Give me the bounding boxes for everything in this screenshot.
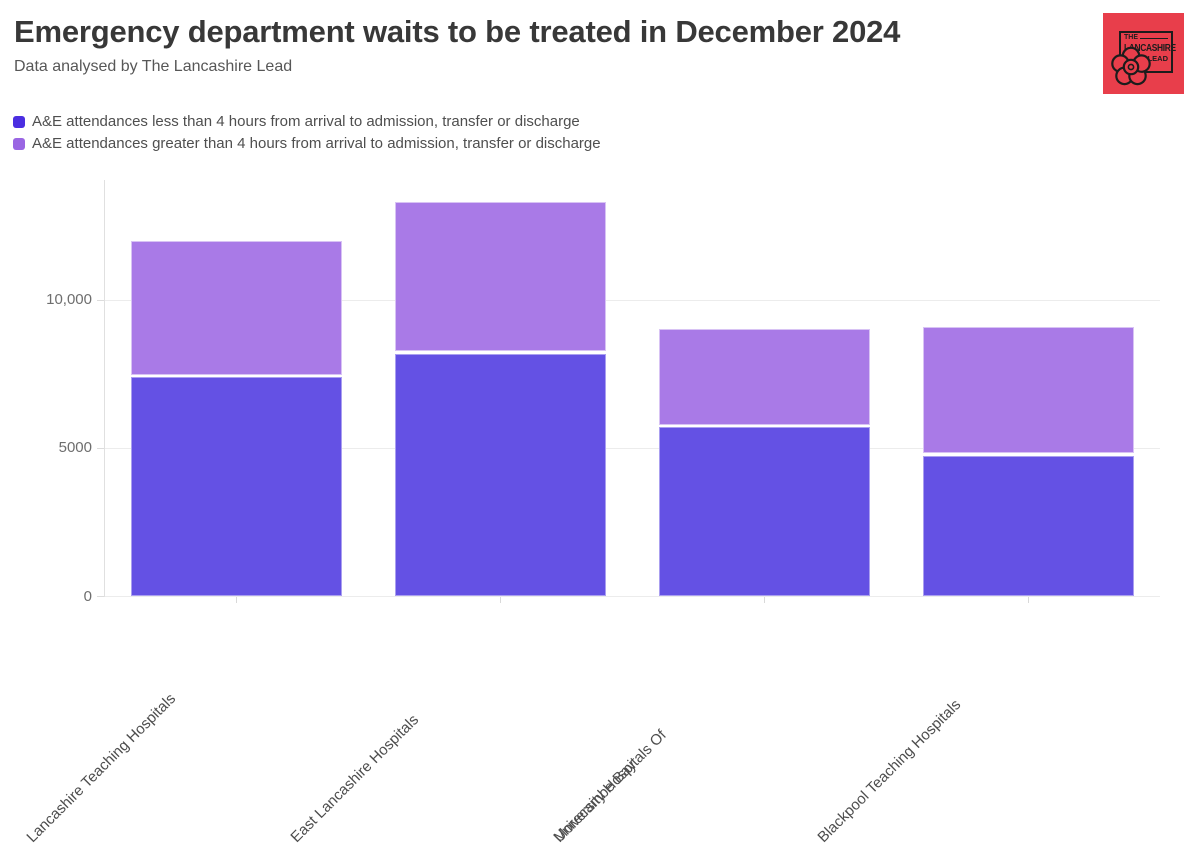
legend-swatch-over-4h — [13, 137, 25, 150]
x-axis-label-line: Morecambe Bay — [550, 756, 641, 847]
legend-label-under-4h: A&E attendances less than 4 hours from a… — [32, 113, 580, 130]
y-axis-tick — [97, 299, 105, 301]
bar-segment-over-4h — [395, 201, 607, 352]
x-axis-label: Blackpool Teaching Hospitals — [814, 607, 1040, 846]
legend-item-over-4h: A&E attendances greater than 4 hours fro… — [13, 135, 601, 152]
bar-segment-over-4h — [658, 328, 870, 425]
chart-subtitle: Data analysed by The Lancashire Lead — [14, 58, 293, 75]
logo-text-lancashire: LANCASHIRE — [1124, 43, 1176, 54]
chart-legend: A&E attendances less than 4 hours from a… — [13, 113, 601, 152]
legend-item-under-4h: A&E attendances less than 4 hours from a… — [13, 113, 601, 130]
x-axis-label-line: Lancashire Teaching Hospitals — [23, 690, 180, 847]
y-axis-tick-label: 5000 — [58, 439, 92, 457]
x-axis-tick — [763, 597, 765, 603]
gridline — [105, 299, 1160, 301]
lancashire-lead-logo: THE LANCASHIRE LEAD — [1103, 13, 1184, 94]
gridline — [105, 447, 1160, 449]
gridline — [105, 596, 1160, 597]
bar-segment-over-4h — [922, 327, 1134, 454]
legend-label-over-4h: A&E attendances greater than 4 hours fro… — [32, 135, 601, 152]
bar-segment-under-4h — [658, 427, 870, 597]
x-axis-tick — [500, 597, 502, 603]
y-axis-tick-label: 0 — [83, 587, 92, 605]
x-axis-tick — [236, 597, 238, 603]
legend-swatch-under-4h — [13, 115, 25, 128]
x-axis-label-line: Blackpool Teaching Hospitals — [814, 696, 965, 847]
stacked-bar-plot: 0 5000 10,000 Lancashire Teaching Hospitals… — [23, 180, 1160, 846]
bar-segment-under-4h — [131, 377, 343, 597]
x-axis-tick — [1027, 597, 1029, 603]
chart-title: Emergency department waits to be treated… — [14, 14, 901, 49]
x-axis-label: East Lancashire Hospitals — [286, 607, 512, 846]
y-axis-line — [104, 180, 105, 597]
y-axis-tick — [97, 596, 105, 597]
y-axis-tick-label: 10,000 — [46, 291, 92, 309]
x-axis-label: Lancashire Teaching Hospitals — [23, 607, 249, 846]
logo-text-lead: LEAD — [1147, 54, 1168, 63]
logo-text-the: THE — [1124, 34, 1138, 41]
bar-segment-under-4h — [922, 455, 1134, 597]
bar-segment-over-4h — [131, 240, 343, 375]
chart-card: Emergency department waits to be treated… — [13, 13, 1184, 846]
x-axis-label: University Hospitals Of Morecambe Bay — [550, 607, 776, 846]
y-axis-tick — [97, 447, 105, 449]
logo-rule — [1140, 37, 1168, 39]
lancashire-rose-icon — [1111, 46, 1151, 86]
bar-segment-under-4h — [395, 353, 607, 597]
x-axis-label-line: East Lancashire Hospitals — [287, 711, 422, 847]
